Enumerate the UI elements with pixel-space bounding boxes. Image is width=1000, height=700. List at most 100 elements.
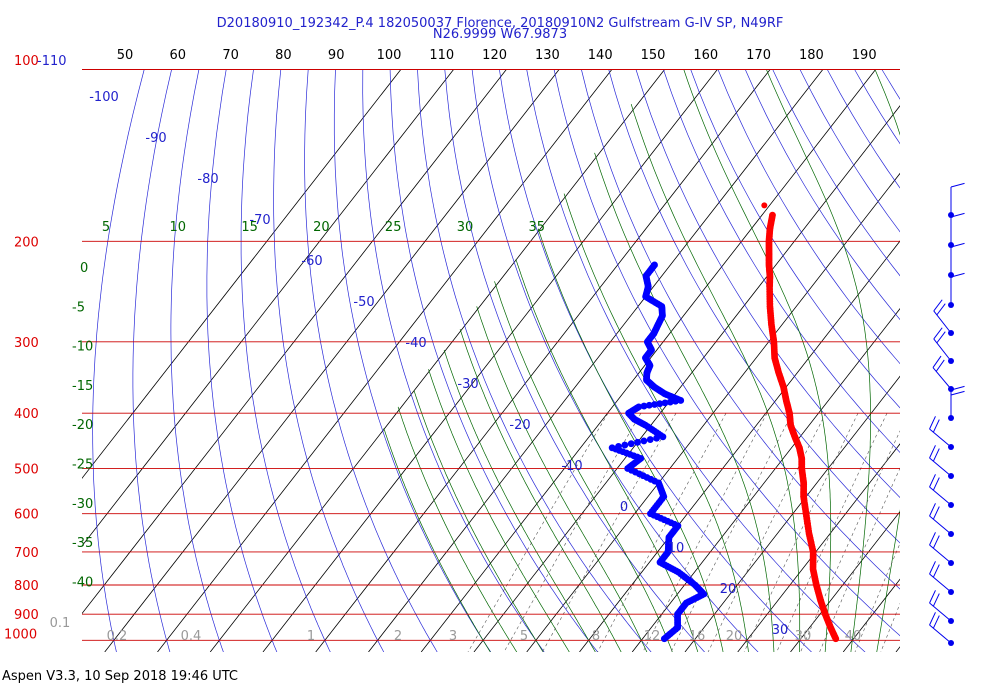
isotherm-line <box>842 578 900 652</box>
moist-adiabat-line <box>902 70 991 655</box>
moist-adiabat-line <box>630 103 801 652</box>
dewpoint-point <box>656 400 664 408</box>
dry-adiabat-label: -80 <box>197 172 218 187</box>
pressure-tick-label: 400 <box>14 407 39 422</box>
isotherm-line <box>684 375 900 652</box>
isotherm-line <box>82 69 402 479</box>
dry-adiabat-line <box>717 69 900 365</box>
mixing-ratio-label: 0.1 <box>50 616 71 631</box>
moist-adiabat-label: 10 <box>170 220 187 235</box>
isotherm-line <box>368 69 824 652</box>
dry-adiabat-line <box>581 69 900 590</box>
moist-adiabat-label: -10 <box>72 340 93 355</box>
moist-adiabat-line <box>397 406 518 652</box>
wind-barb-flag <box>932 448 940 462</box>
mixing-ratio-line <box>467 413 609 652</box>
wind-barb-flag <box>932 564 940 578</box>
chart-title: D20180910_192342_P.4 182050037 Florence,… <box>216 16 784 31</box>
dewpoint-point <box>640 402 648 410</box>
dewpoint-point <box>621 441 629 449</box>
dry-adiabat-line <box>635 69 900 498</box>
dry-adiabat-line <box>170 69 224 652</box>
pressure-tick-label: -110 <box>37 54 67 69</box>
dry-adiabat-line <box>553 69 900 637</box>
isotherm-line <box>104 69 560 652</box>
mixing-ratio-label: 3 <box>449 629 457 644</box>
moist-adiabat-label: 30 <box>457 220 474 235</box>
wind-barb-flag <box>929 416 936 430</box>
dry-adiabat-line <box>389 69 599 652</box>
wind-barb-flag <box>932 506 940 520</box>
top-axis-tick-label: 90 <box>328 48 345 63</box>
dry-adiabat-label: -70 <box>249 213 270 228</box>
top-axis-tick-label: 80 <box>275 48 292 63</box>
mixing-ratio-label: 0.2 <box>107 629 128 644</box>
isotherm-line <box>82 69 508 615</box>
moist-adiabat-label: 35 <box>529 220 546 235</box>
moist-adiabat-line <box>563 193 749 652</box>
moist-adiabat-line <box>494 281 673 652</box>
dry-adiabat-line <box>471 69 759 652</box>
dewpoint-point <box>646 436 654 443</box>
top-axis-tick-label: 60 <box>170 48 187 63</box>
dewpoint-point <box>661 399 669 407</box>
wind-barb-staff <box>929 515 952 535</box>
top-axis-tick-label: 150 <box>641 48 666 63</box>
moist-adiabat-label: 5 <box>102 220 110 235</box>
dry-adiabat-line <box>964 70 1000 655</box>
isotherm-line <box>790 510 900 652</box>
mixing-ratio-label: 20 <box>726 629 743 644</box>
wind-barb-flag <box>950 242 965 248</box>
dewpoint-point <box>659 433 667 441</box>
mixing-ratio-line <box>819 467 900 652</box>
pressure-tick-label: 500 <box>14 462 39 477</box>
mixing-ratio-line <box>503 413 642 652</box>
dry-adiabat-label: -50 <box>353 295 374 310</box>
mixing-ratio-label: 0.4 <box>181 629 202 644</box>
dry-adiabat-line <box>304 69 438 652</box>
dewpoint-point <box>653 434 660 442</box>
footer-version: Aspen V3.3, 10 Sep 2018 19:46 UTC <box>2 669 239 684</box>
plot-area <box>82 69 1000 655</box>
wind-barb-flag <box>929 474 936 488</box>
wind-barb-flag <box>950 385 965 391</box>
moist-adiabat-label: -20 <box>72 418 93 433</box>
wind-barb-flag <box>929 503 936 517</box>
mixing-ratio-line <box>743 413 859 652</box>
isotherm-line <box>473 105 900 652</box>
wind-barb-staff <box>932 367 952 390</box>
dewpoint-point <box>651 401 658 408</box>
temperature-series <box>761 202 840 643</box>
mixing-ratio-label: 5 <box>520 629 528 644</box>
dry-adiabat-line <box>937 70 1000 655</box>
top-axis-tick-label: 130 <box>535 48 560 63</box>
dry-adiabat-label: -100 <box>89 90 119 105</box>
pressure-tick-label: 200 <box>14 235 39 250</box>
moist-adiabat-line <box>428 369 570 652</box>
isotherm-line <box>82 69 455 547</box>
moist-adiabat-label: -25 <box>72 458 93 473</box>
mixing-ratio-line <box>707 413 826 652</box>
wind-barb-flag <box>950 390 965 396</box>
isotherm-line <box>631 308 900 652</box>
mixing-ratio-label: 40 <box>845 629 862 644</box>
top-axis-tick-label: 140 <box>588 48 613 63</box>
moist-adiabat-line <box>515 259 699 652</box>
wind-barb-staff <box>929 486 952 506</box>
top-axis-tick-label: 120 <box>482 48 507 63</box>
chart-subtitle: N26.9999 W67.9873 <box>432 27 568 42</box>
top-axis-tick-label: 190 <box>852 48 877 63</box>
dewpoint-point <box>627 440 635 448</box>
wind-barb-flag <box>932 535 940 549</box>
wind-barb-flag <box>932 615 940 629</box>
wind-barb-staff <box>933 338 952 362</box>
mixing-ratio-line <box>542 413 677 652</box>
isotherm-line <box>157 69 613 652</box>
dry-adiabat-label: -40 <box>405 336 426 351</box>
dry-adiabat-label: -60 <box>301 254 322 269</box>
wind-barb-staff <box>929 457 952 477</box>
mixing-ratio-line <box>597 413 727 652</box>
mixing-ratio-label: 8 <box>592 629 600 644</box>
wind-barb-flag <box>929 445 936 459</box>
mixing-ratio-label: 1 <box>307 629 315 644</box>
